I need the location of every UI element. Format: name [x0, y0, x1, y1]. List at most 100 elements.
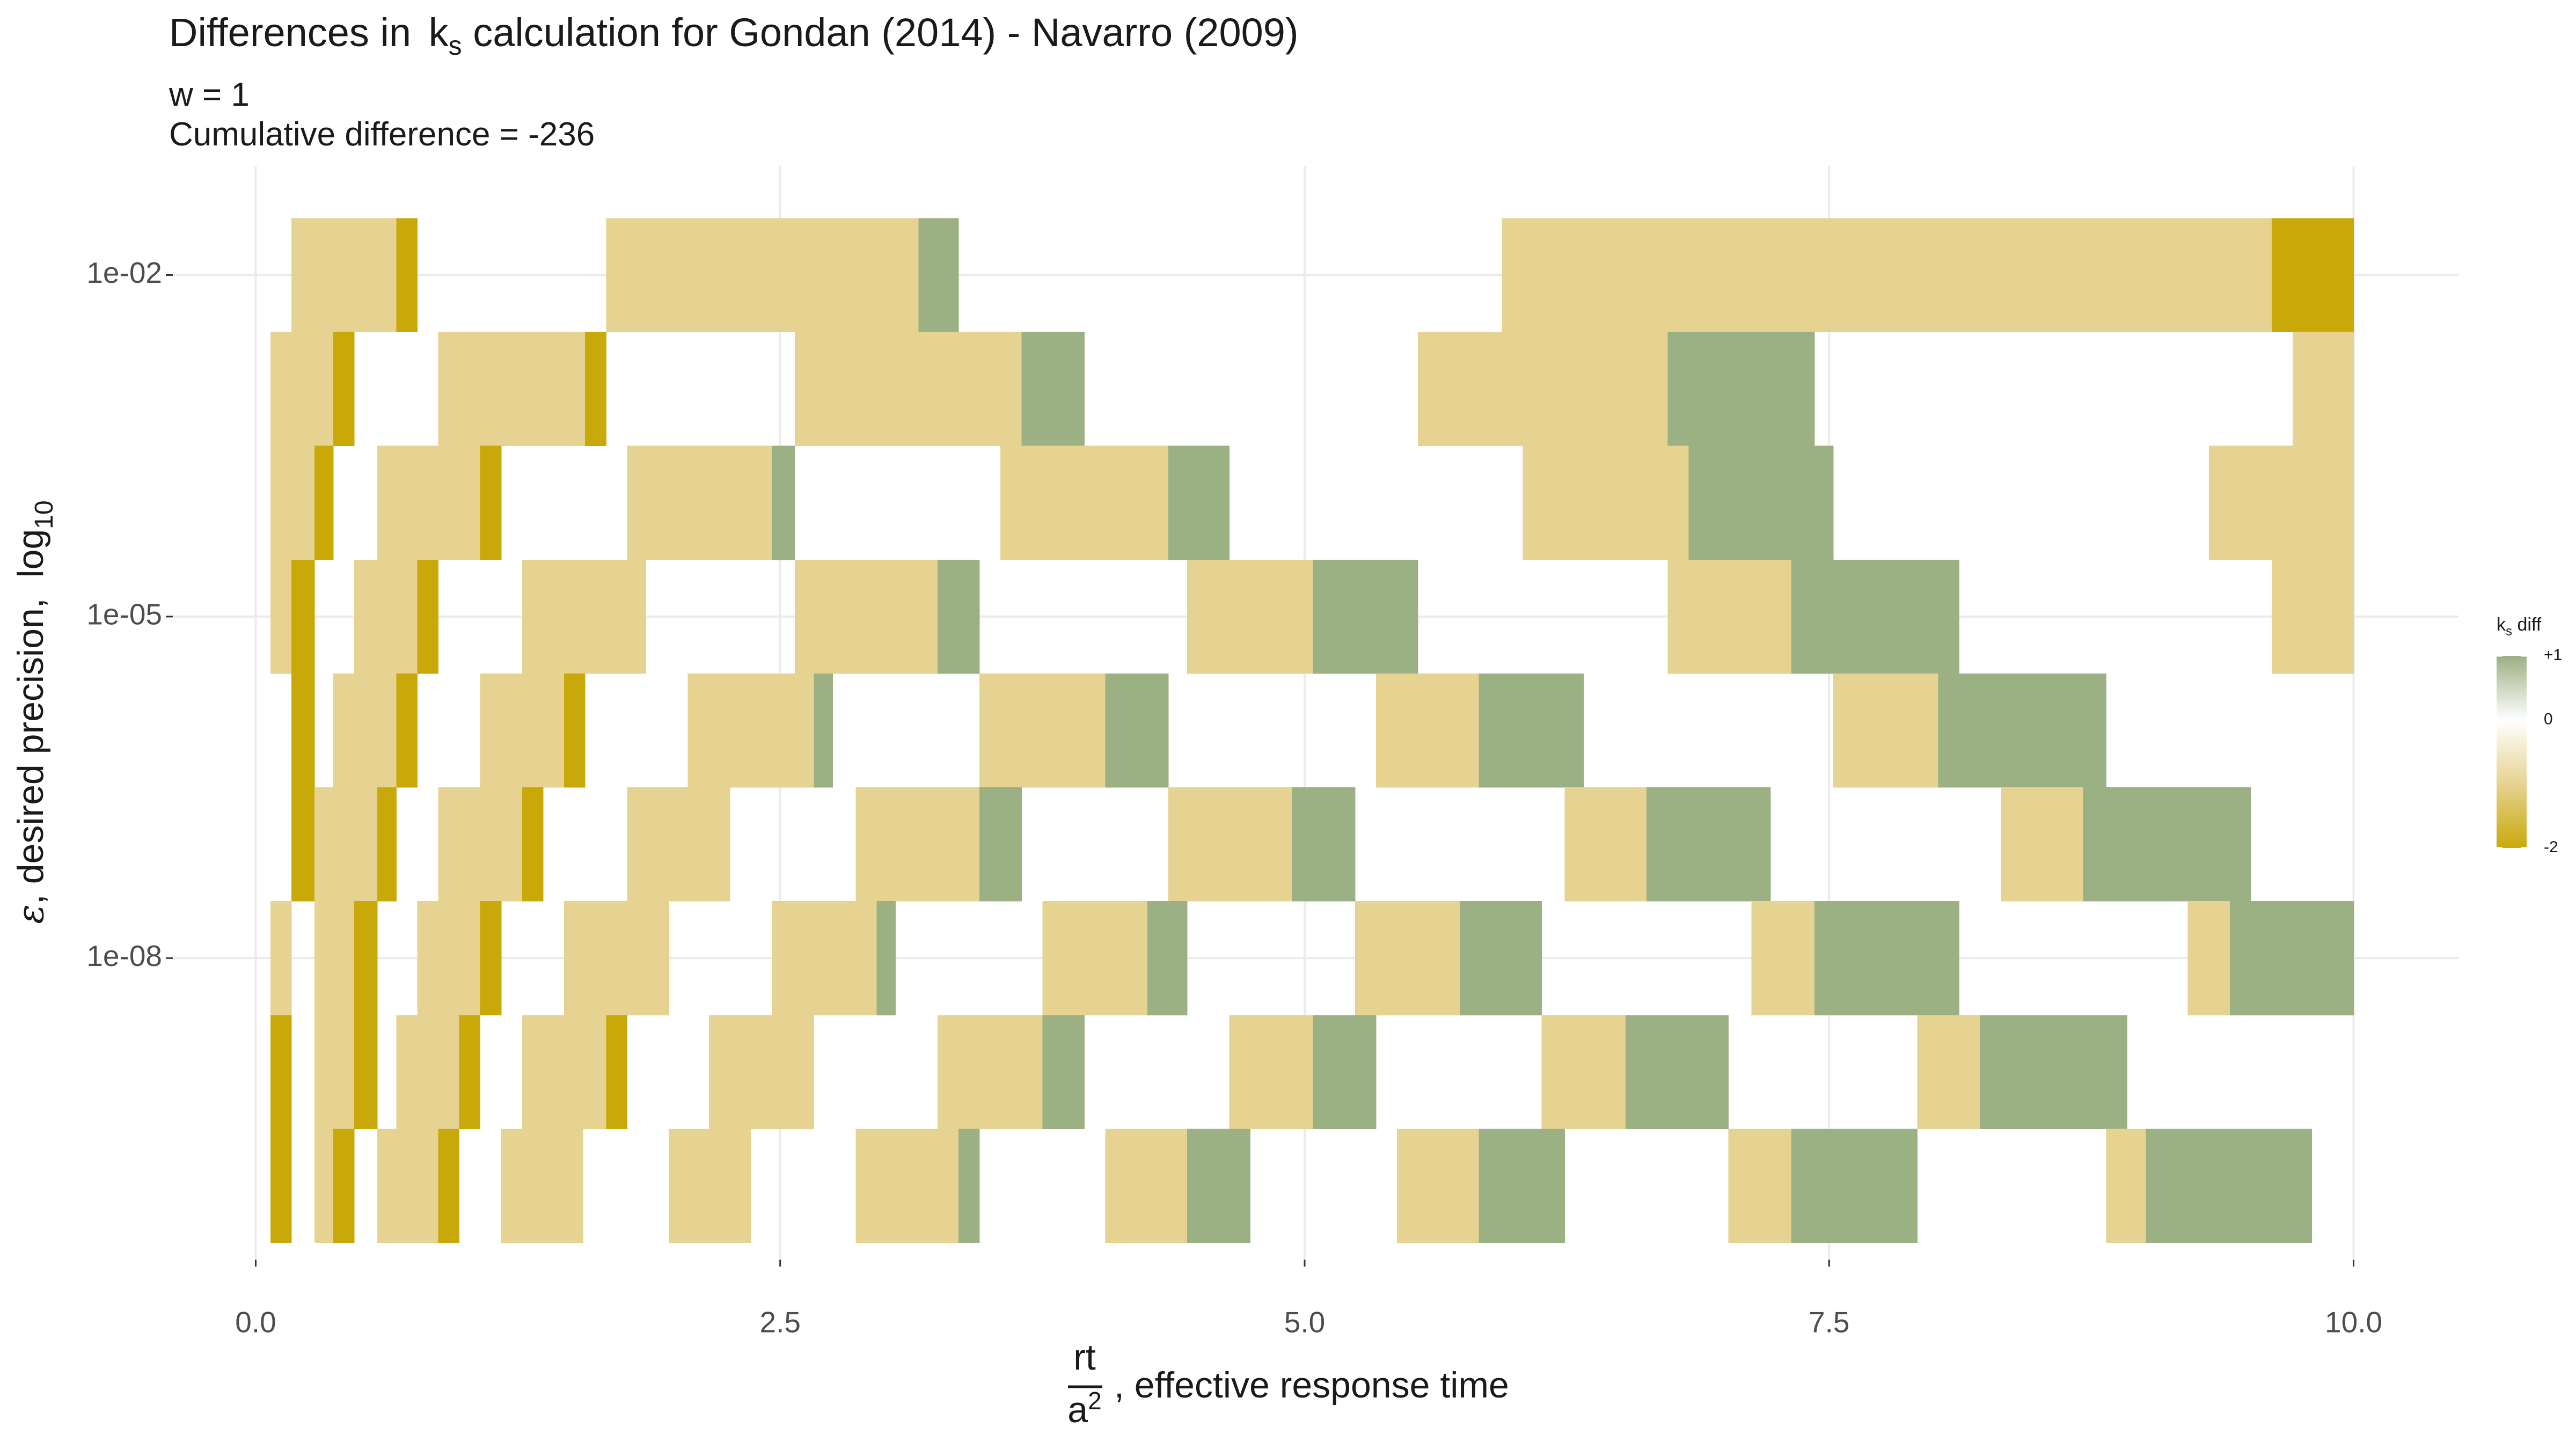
- x-tick-label: 7.5: [1809, 1306, 1849, 1339]
- tile: [1105, 1129, 1188, 1243]
- tile: [314, 901, 355, 1015]
- tile: [2106, 1129, 2147, 1243]
- tile: [814, 673, 833, 788]
- tile: [1397, 1129, 1479, 1243]
- tile: [1355, 901, 1460, 1015]
- tile: [2272, 218, 2354, 333]
- tile: [1667, 332, 1815, 447]
- tile: [669, 1129, 751, 1243]
- tile: [772, 445, 795, 560]
- tile: [396, 218, 418, 333]
- x-tick-label: 2.5: [759, 1306, 800, 1339]
- y-tick-label: 1e-08: [86, 939, 162, 972]
- tile: [876, 901, 896, 1015]
- x-tick-label: 0.0: [235, 1306, 276, 1339]
- tile: [937, 559, 980, 674]
- tile: [1375, 673, 1479, 788]
- tile: [270, 445, 315, 560]
- tile: [1021, 332, 1085, 447]
- subtitle: Cumulative difference = -236: [169, 116, 595, 153]
- tile: [377, 787, 397, 902]
- y-axis-symbol: ε: [10, 904, 52, 924]
- tile: [979, 787, 1022, 902]
- tile: [480, 901, 502, 1015]
- tile: [417, 901, 481, 1015]
- x-axis-exponent: 2: [1088, 1387, 1102, 1415]
- tile: [606, 1015, 627, 1130]
- tile: [1460, 901, 1542, 1015]
- tile: [1042, 1015, 1085, 1130]
- tile: [606, 218, 919, 333]
- legend-title-subscript: s: [2506, 624, 2512, 639]
- tile: [1168, 445, 1230, 560]
- tile: [1791, 559, 1960, 674]
- chart-title: Differences in ks calculation for Gondan…: [169, 10, 1299, 61]
- tile: [1292, 787, 1356, 902]
- tile: [708, 1015, 814, 1130]
- tile: [1564, 787, 1647, 902]
- tile: [772, 901, 877, 1015]
- tile: [1479, 673, 1584, 788]
- legend-title-text: diff: [2512, 614, 2542, 635]
- tile: [522, 559, 647, 674]
- tile: [564, 673, 586, 788]
- tile: [1688, 445, 1834, 560]
- tile: [438, 1129, 460, 1243]
- y-tick-label: 1e-05: [86, 597, 162, 631]
- tile: [2272, 559, 2354, 674]
- tile: [795, 559, 938, 674]
- legend-label: +1: [2544, 646, 2562, 664]
- tile: [480, 445, 502, 560]
- tile: [979, 673, 1106, 788]
- tile: [1667, 559, 1792, 674]
- tile: [2293, 332, 2354, 447]
- tile: [564, 901, 670, 1015]
- title-text: Differences in: [169, 10, 422, 55]
- tile: [855, 1129, 959, 1243]
- tile: [291, 218, 397, 333]
- tile: [270, 332, 334, 447]
- tile: [270, 1015, 292, 1130]
- tile: [1646, 787, 1771, 902]
- tile: [396, 673, 418, 788]
- x-tick-label: 10.0: [2325, 1306, 2382, 1339]
- tile: [1751, 901, 1815, 1015]
- tile: [1814, 901, 1960, 1015]
- tile: [314, 787, 378, 902]
- tile: [1418, 332, 1668, 447]
- tile: [1502, 218, 2272, 333]
- tile: [459, 1015, 481, 1130]
- tile: [333, 332, 355, 447]
- tiles: [270, 218, 2354, 1243]
- subtitle: w = 1: [169, 76, 250, 113]
- tile: [2187, 901, 2230, 1015]
- legend-label: 0: [2544, 710, 2553, 728]
- tile: [1728, 1129, 1792, 1243]
- tile: [1147, 901, 1188, 1015]
- colorbar: [2497, 656, 2527, 848]
- tile: [1187, 1129, 1250, 1243]
- tile: [1313, 1015, 1377, 1130]
- tile: [1980, 1015, 2127, 1130]
- tile: [291, 559, 315, 674]
- legend-title-symbol: k: [2497, 614, 2506, 635]
- x-axis-numerator: rt: [1073, 1337, 1096, 1378]
- tile: [1938, 673, 2106, 788]
- tile: [2229, 901, 2354, 1015]
- tile: [937, 1015, 1043, 1130]
- tile: [522, 1015, 606, 1130]
- tile: [396, 1015, 460, 1130]
- title-symbol: k: [429, 10, 449, 55]
- tile: [438, 787, 523, 902]
- tile: [2001, 787, 2083, 902]
- tile: [438, 332, 586, 447]
- tile: [291, 787, 315, 902]
- tile: [333, 1129, 355, 1243]
- tile: [585, 332, 606, 447]
- x-axis-denominator-text: a: [1067, 1389, 1088, 1430]
- y-axis-title: ε, desired precision, log10: [10, 500, 58, 924]
- x-axis-title: , effective response time: [1114, 1365, 1509, 1406]
- tile: [1626, 1015, 1729, 1130]
- tile: [1541, 1015, 1626, 1130]
